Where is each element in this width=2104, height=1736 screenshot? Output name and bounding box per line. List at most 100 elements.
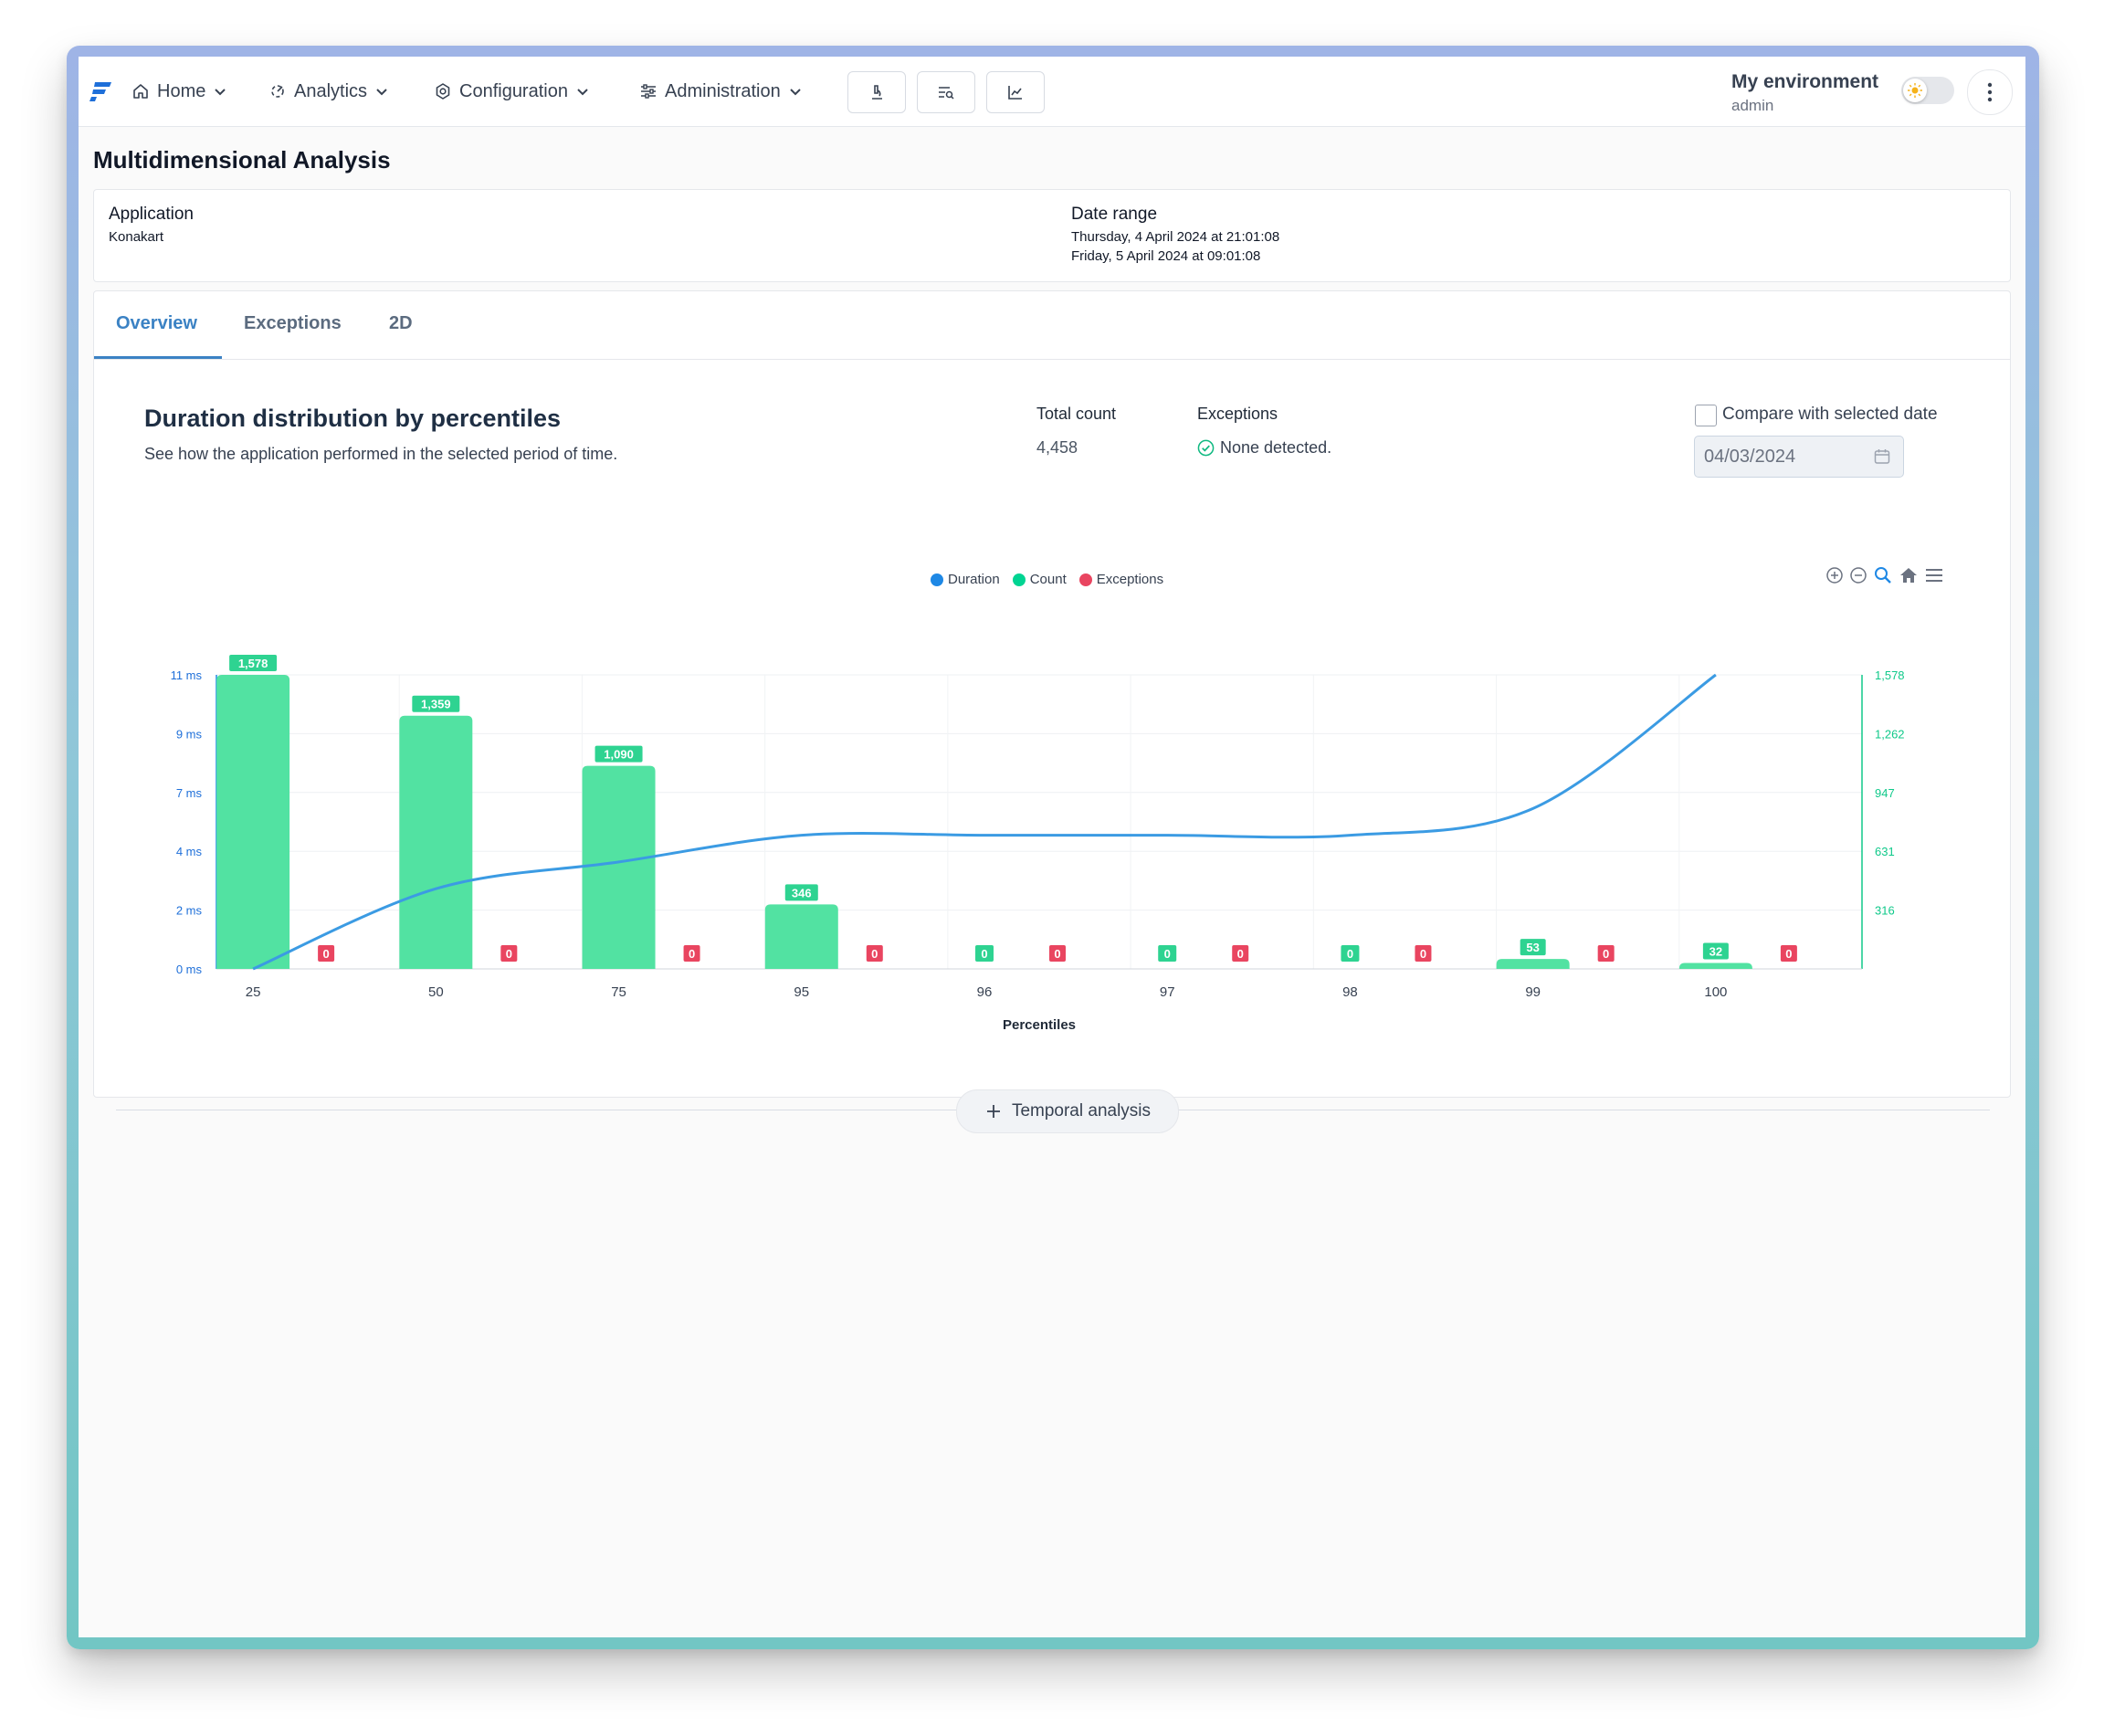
chevron-down-icon [790,89,801,96]
count-bar [1678,963,1752,969]
temporal-analysis-label: Temporal analysis [1011,1101,1152,1121]
x-tick-label: 98 [1342,984,1358,1000]
count-data-label-bg [1702,942,1729,960]
exceptions-data-label-bg [683,945,700,962]
analytics-icon [271,85,284,98]
percentile-chart: 0 ms 2 ms 4 ms 7 ms 9 ms 11 ms 316 631 947 1,262 1… [171,655,1905,1033]
page-title: Multidimensional Analysis [93,146,391,174]
user-name: admin [1731,97,1774,114]
zoom-in-icon[interactable] [1825,566,1844,584]
section-subtitle: See how the application performed in the… [144,445,618,463]
exceptions-data-label: 0 [1603,947,1609,961]
zoom-out-icon[interactable] [1849,566,1867,584]
legend-label-duration: Duration [948,572,1000,587]
legend-item-duration[interactable]: Duration [931,572,1000,587]
x-tick-label: 97 [1160,984,1175,1000]
active-tab-indicator [94,356,222,359]
reset-zoom-home-icon[interactable] [1899,565,1919,585]
count-data-label-bg [229,655,278,671]
nav-home[interactable]: Home [132,77,227,106]
sun-icon [1908,83,1922,98]
exceptions-data-label: 0 [506,947,512,961]
count-data-label-bg [784,884,818,901]
y-left-tick-label: 9 ms [176,727,203,741]
tab-bar: Overview Exceptions 2D [94,291,2010,360]
search-list-button[interactable] [917,71,975,113]
legend-dot-count [1012,573,1026,586]
home-icon [133,84,148,99]
count-bar [399,715,473,969]
count-data-label-bg [1158,945,1177,962]
exceptions-data-label-bg [1415,945,1432,962]
nav-configuration[interactable]: Configuration [434,77,590,106]
legend-item-exceptions[interactable]: Exceptions [1078,572,1163,587]
sliders-icon [641,84,656,99]
count-data-label: 0 [1164,947,1171,961]
total-count-value: 4,458 [1036,438,1078,457]
tab-exceptions[interactable]: Exceptions [244,313,342,333]
microscope-icon [872,85,882,100]
count-data-label: 0 [1347,947,1353,961]
line-chart-icon [1008,86,1022,100]
exceptions-data-label: 0 [689,947,695,961]
count-data-label-bg [1341,945,1360,962]
calendar-icon[interactable] [1873,447,1891,466]
exceptions-data-label: 0 [871,947,878,961]
count-data-label: 32 [1710,944,1722,958]
exceptions-status: None detected. [1197,438,1331,458]
chart-toolbar [1825,565,1944,585]
temporal-analysis-button[interactable]: Temporal analysis [956,1089,1179,1133]
nav-analytics[interactable]: Analytics [268,77,389,106]
compare-date-field[interactable] [1694,436,1904,478]
more-menu-button[interactable] [1967,69,2013,115]
duration-line [252,673,1717,971]
chevron-down-icon [577,89,588,96]
plus-icon [986,1105,1000,1118]
exceptions-data-label-bg [1232,945,1249,962]
exceptions-label: Exceptions [1197,405,1278,423]
check-circle-icon [1197,439,1215,457]
analysis-card: Overview Exceptions 2D Duration distribu… [93,290,2011,1133]
x-axis-title: Percentiles [1003,1017,1076,1033]
chevron-down-icon [215,89,226,96]
tab-2d[interactable]: 2D [389,313,413,333]
nav-administration-label: Administration [665,80,781,101]
compare-checkbox[interactable] [1695,405,1717,426]
nav-analytics-label: Analytics [294,80,368,101]
y-left-tick-label: 0 ms [176,963,203,976]
search-list-icon [939,87,954,100]
nav-configuration-label: Configuration [459,80,568,101]
zoom-select-icon[interactable] [1873,565,1893,585]
nav-home-label: Home [157,80,206,101]
count-bar [1496,959,1570,969]
count-data-label-bg [412,695,460,712]
y-right-tick-label: 631 [1875,845,1895,858]
count-data-label: 53 [1526,941,1539,954]
compare-label: Compare with selected date [1722,405,1938,424]
date-range-end: Friday, 5 April 2024 at 09:01:08 [1071,248,1261,264]
microscope-button[interactable] [847,71,906,113]
date-range-start: Thursday, 4 April 2024 at 21:01:08 [1071,229,1280,245]
chart-menu-icon[interactable] [1924,565,1944,585]
compare-date-input[interactable] [1704,437,1859,477]
y-right-tick-label: 316 [1875,904,1895,918]
total-count-label: Total count [1036,405,1117,423]
app-logo[interactable] [89,80,113,102]
y-left-tick-label: 7 ms [176,786,203,800]
legend-item-count[interactable]: Count [1012,572,1067,587]
y-right-tick-label: 1,578 [1875,668,1905,682]
exceptions-data-label: 0 [1054,947,1060,961]
theme-toggle[interactable] [1901,77,1954,104]
section-title: Duration distribution by percentiles [144,405,562,432]
nav-administration[interactable]: Administration [639,77,803,106]
application-label: Application [109,205,194,224]
exceptions-data-label-bg [1597,945,1615,962]
exceptions-data-label-bg [866,945,883,962]
legend-dot-duration [931,573,943,586]
tab-overview[interactable]: Overview [116,313,197,333]
line-chart-button[interactable] [986,71,1045,113]
app-screen: Home Analytics Configuration Administrat… [79,57,2025,1637]
y-right-tick-label: 947 [1875,786,1895,800]
y-left-tick-label: 2 ms [176,904,203,918]
legend-dot-exceptions [1078,573,1092,586]
